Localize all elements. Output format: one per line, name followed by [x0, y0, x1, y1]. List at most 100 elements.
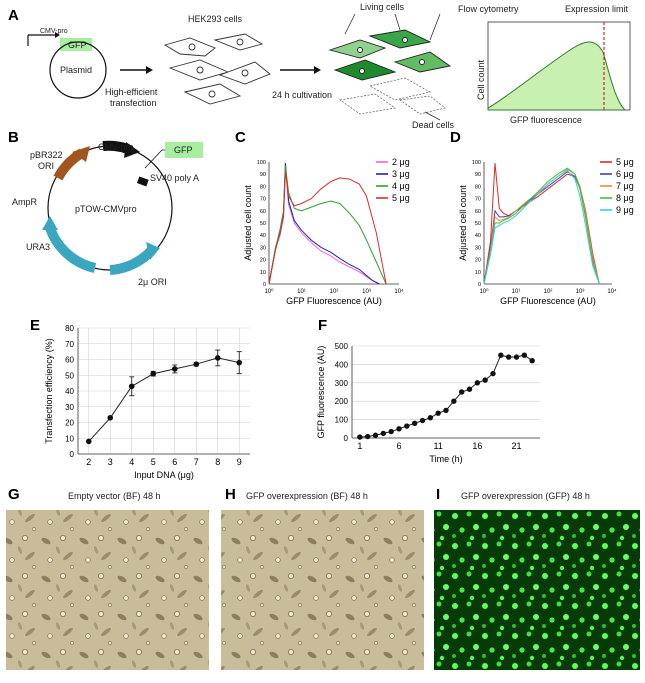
ura3-arrow-head — [42, 216, 58, 230]
chart-d: 0 10 20 30 40 50 60 70 80 90 100 10⁰ 10¹ 10² 10³ 10⁴ GFP… — [458, 157, 634, 306]
data-point — [364, 433, 371, 440]
y-tick-label: 100 — [335, 416, 349, 425]
legend-label: 5 μg — [392, 193, 410, 203]
data-point — [521, 352, 528, 358]
y-tick-label: 30 — [65, 403, 74, 412]
y-tick-label: 10 — [475, 270, 481, 276]
gfp-box-b — [165, 142, 203, 158]
data-point — [498, 352, 504, 358]
ori2-label: 2μ ORI — [138, 277, 167, 287]
dead-pointer — [424, 111, 441, 121]
arrow-1-head — [146, 66, 153, 74]
gfp-box-a — [60, 38, 92, 51]
x-tick-label: 10³ — [362, 289, 371, 295]
data-point — [396, 426, 402, 432]
y-tick-label: 30 — [475, 245, 481, 251]
y-tick-label: 500 — [335, 342, 349, 351]
y-tick-label: 80 — [65, 324, 74, 333]
x-tick-label: 6 — [172, 457, 177, 467]
series-line — [268, 171, 387, 285]
micrograph-i — [434, 510, 640, 670]
y-axis-label: Adjusted cell count — [458, 185, 468, 261]
y-tick-label: 20 — [475, 258, 481, 264]
series-line — [268, 163, 380, 285]
y-tick-label: 60 — [65, 356, 74, 365]
ori2-arrow-head — [146, 242, 160, 260]
sv40-block — [136, 176, 149, 187]
x-tick-label: 10³ — [576, 289, 585, 295]
y-axis-label: GFP fluorescence (AU) — [316, 346, 326, 439]
data-point — [171, 366, 178, 372]
y-tick-label: 70 — [475, 197, 481, 203]
panel-label-i: I — [436, 486, 440, 503]
y-tick-label: 0 — [70, 450, 75, 459]
transfection-label-1: High-efficient — [105, 87, 158, 97]
sv40-label: SV40 poly A — [150, 173, 199, 183]
panel-g-title: Empty vector (BF) 48 h — [68, 491, 161, 501]
hek-label: HEK293 cells — [188, 14, 243, 24]
y-tick-label: 20 — [260, 258, 266, 264]
legend-label: 5 μg — [616, 157, 634, 167]
panel-label-e: E — [30, 317, 40, 334]
data-point — [388, 428, 394, 435]
x-tick-label: 10⁴ — [394, 288, 404, 295]
y-tick-label: 0 — [478, 282, 481, 288]
gfp-label-a: GFP — [68, 40, 87, 50]
data-point — [411, 420, 418, 426]
x-tick-label: 3 — [108, 457, 113, 467]
data-point — [513, 354, 520, 360]
micrograph-g — [6, 510, 209, 670]
x-tick-label: 9 — [237, 457, 242, 467]
y-axis-label: Adjusted cell count — [243, 185, 253, 261]
hek-cells — [163, 33, 271, 105]
plasmid-map-b: GFP pBR322 ORI CMV-pro SV40 poly A AmpR … — [12, 140, 203, 287]
ampr-label: AmpR — [12, 197, 38, 207]
y-tick-label: 200 — [335, 397, 349, 406]
y-tick-label: 60 — [475, 209, 481, 215]
plasmid-diagram-a: CMV-pro GFP Plasmid — [27, 28, 107, 99]
data-point — [107, 414, 114, 421]
data-point — [193, 361, 200, 368]
series-line — [268, 163, 380, 285]
y-tick-label: 0 — [263, 282, 266, 288]
series-line — [483, 169, 600, 285]
y-tick-label: 40 — [260, 233, 266, 239]
x-tick-label: 10¹ — [512, 289, 521, 295]
data-point — [427, 415, 434, 421]
x-tick-label: 8 — [215, 457, 220, 467]
x-tick-label: 11 — [433, 441, 442, 451]
data-point — [380, 430, 387, 437]
ura3-arrow — [45, 226, 97, 273]
legend-label: 9 μg — [616, 205, 634, 215]
data-point — [482, 377, 488, 383]
y-tick-label: 100 — [472, 160, 481, 166]
y-tick-label: 30 — [260, 245, 266, 251]
panel-h-title: GFP overexpression (BF) 48 h — [246, 491, 368, 501]
gfp-fluorescence-label: GFP fluorescence — [510, 115, 582, 125]
ampr-arrow-head — [72, 146, 90, 162]
chart-c: 0 10 20 30 40 50 60 70 80 90 100 10⁰ 10¹ 10² 10³ 10⁴ GFP… — [243, 157, 410, 306]
series-line — [483, 168, 600, 285]
data-point — [214, 355, 221, 361]
data-point — [490, 370, 496, 377]
gfp-label-b: GFP — [174, 145, 193, 155]
x-tick-label: 6 — [396, 441, 401, 451]
y-tick-label: 0 — [344, 434, 349, 443]
panel-label-f: F — [318, 317, 327, 334]
cell-count-label: Cell count — [476, 59, 486, 100]
x-axis-label: Input DNA (μg) — [134, 470, 194, 480]
y-tick-label: 50 — [65, 371, 74, 380]
data-point — [474, 380, 481, 386]
x-axis-label: Time (h) — [429, 454, 462, 464]
y-tick-label: 70 — [260, 197, 266, 203]
data-point — [529, 358, 535, 364]
y-tick-label: 90 — [475, 172, 481, 178]
data-line — [359, 354, 533, 438]
panel-label-c: C — [235, 129, 246, 146]
y-tick-label: 40 — [475, 233, 481, 239]
data-point — [150, 370, 157, 377]
x-axis-label: GFP Fluorescence (AU) — [286, 296, 382, 306]
x-tick-label: 1 — [357, 441, 362, 451]
dead-cells — [339, 77, 446, 115]
